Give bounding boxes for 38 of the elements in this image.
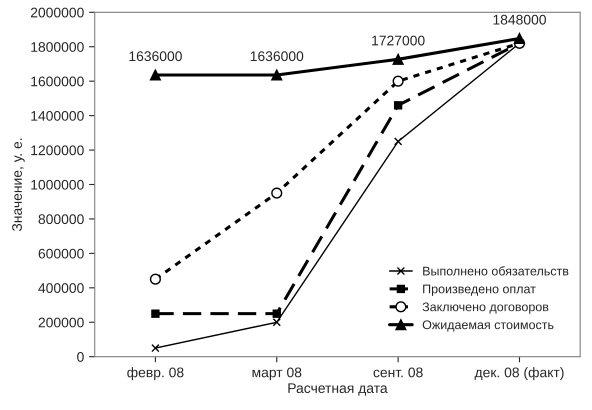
- point: [271, 188, 282, 199]
- x-tick-label: март 08: [252, 367, 302, 380]
- point: [271, 69, 282, 81]
- point: [514, 32, 526, 44]
- data-label: 1848000: [494, 14, 546, 25]
- x-tick-label: сент. 08: [374, 367, 423, 378]
- data-label: 1636000: [129, 51, 182, 62]
- point: [392, 54, 404, 65]
- legend-label: Ожидаемая стоимость: [422, 320, 554, 332]
- point: [272, 318, 281, 326]
- y-tick-label: 800000: [38, 214, 84, 224]
- y-tick-label: 1200000: [31, 145, 84, 156]
- point: [394, 101, 402, 110]
- x-tick-label: февр. 08: [127, 367, 184, 380]
- y-tick-label: 1800000: [31, 42, 84, 52]
- point: [392, 76, 404, 87]
- y-tick-label: 400000: [38, 283, 84, 293]
- point: [272, 309, 281, 318]
- y-tick-label: 0: [77, 352, 84, 362]
- y-tick-label: 2000000: [30, 8, 84, 18]
- point: [394, 137, 402, 146]
- legend-label: Заключено договоров: [422, 302, 548, 314]
- legend-label: Выполнено обязательств: [423, 266, 568, 276]
- point: [151, 344, 160, 352]
- y-tick-label: 1400000: [31, 110, 84, 121]
- y-axis-title: Значение, у. е.: [12, 138, 25, 232]
- x-axis-title: Расчетная дата: [288, 383, 388, 396]
- y-tick-label: 1600000: [31, 76, 84, 86]
- y-tick-label: 200000: [38, 318, 84, 328]
- point: [151, 309, 160, 318]
- legend-label: Произведено оплат: [423, 284, 536, 296]
- data-label: 1727000: [372, 36, 425, 46]
- y-tick-label: 1000000: [31, 180, 84, 190]
- point: [150, 69, 161, 81]
- x-tick-label: дек. 08 (факт): [474, 367, 564, 380]
- point: [150, 274, 161, 285]
- data-label: 1636000: [250, 51, 304, 62]
- y-tick-label: 600000: [38, 248, 84, 259]
